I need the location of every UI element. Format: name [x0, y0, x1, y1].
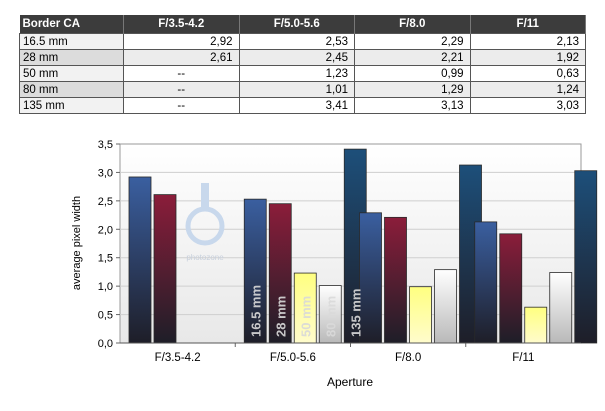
- table-cell: 1,92: [469, 49, 586, 66]
- table-header-row: Border CA F/3.5-4.2 F/5.0-5.6 F/8.0 F/11: [19, 15, 586, 34]
- table-cell: 2,61: [123, 49, 240, 66]
- table-cell: --: [123, 97, 240, 114]
- column-header: F/5.0-5.6: [239, 15, 355, 34]
- watermark-text: photozone: [186, 253, 224, 262]
- column-header: F/8.0: [354, 15, 471, 34]
- bar-80-mm: [549, 272, 573, 344]
- aperture-bar-chart: photozone 16.5 mm 28 mm 50 mm 80 mm 135 mm 0…: [71, 139, 598, 389]
- table-cell: 1,01: [238, 81, 355, 98]
- watermark: photozone: [185, 183, 225, 262]
- table-cell: 2,21: [354, 49, 471, 66]
- y-tick-label: 3,5: [98, 139, 113, 151]
- table-row: 16.5 mm 2,92 2,53 2,29 2,13: [19, 33, 586, 50]
- row-label: 80 mm: [19, 81, 124, 98]
- watermark-logo-icon: [201, 183, 209, 209]
- y-tick-label: 2,0: [98, 224, 113, 236]
- row-label: 50 mm: [19, 65, 124, 82]
- bar-28-mm: [384, 216, 407, 344]
- table-row: 80 mm -- 1,01 1,29 1,24: [19, 81, 586, 98]
- table-cell: 2,13: [469, 33, 586, 50]
- bar-28-mm: [499, 233, 523, 344]
- y-tick-label: 2,5: [98, 196, 113, 208]
- y-tick-label: 3,0: [98, 167, 113, 179]
- row-label: 135 mm: [19, 97, 124, 114]
- table-cell: 2,45: [238, 49, 355, 66]
- x-tick-label: F/8.0: [395, 352, 421, 364]
- series-label: 16.5 mm: [248, 285, 263, 337]
- column-header: F/11: [470, 15, 586, 34]
- series-label: 50 mm: [298, 296, 313, 337]
- series-label: 28 mm: [273, 296, 288, 337]
- x-tick-label: F/3.5-4.2: [155, 352, 201, 364]
- y-axis-ticks: 0,0 0,5 1,0 1,5 2,0 2,5 3,0 3,5: [98, 139, 120, 350]
- border-ca-table: Border CA F/3.5-4.2 F/5.0-5.6 F/8.0 F/11…: [19, 15, 586, 114]
- bar-80-mm: [434, 269, 457, 344]
- column-header: Border CA: [19, 15, 124, 34]
- table-cell: 1,23: [238, 65, 355, 82]
- y-tick-label: 1,5: [98, 253, 113, 265]
- y-tick-label: 0,0: [98, 338, 113, 350]
- y-axis-label: average pixel width: [71, 196, 83, 290]
- bar-50-mm: [409, 286, 432, 344]
- row-label: 28 mm: [19, 49, 124, 66]
- table-cell: 0,63: [469, 65, 586, 82]
- bar-135-mm: [574, 170, 598, 344]
- bar-50-mm: [524, 306, 548, 344]
- table-cell: 1,29: [354, 81, 471, 98]
- bar-labels: 16.5 mm 28 mm 50 mm 80 mm 135 mm: [248, 285, 363, 337]
- table-cell: 2,29: [354, 33, 471, 50]
- table-cell: --: [123, 65, 240, 82]
- table-cell: 3,41: [238, 97, 355, 114]
- table-row: 28 mm 2,61 2,45 2,21 1,92: [19, 49, 586, 66]
- bars: [128, 148, 598, 344]
- y-tick-label: 0,5: [98, 310, 113, 322]
- table-row: 50 mm -- 1,23 0,99 0,63: [19, 65, 586, 82]
- x-tick-label: F/5.0-5.6: [270, 352, 316, 364]
- table-cell: 0,99: [354, 65, 471, 82]
- table-cell: 3,13: [354, 97, 471, 114]
- table-cell: 1,24: [469, 81, 586, 98]
- bar-28-mm: [153, 194, 177, 344]
- bar-16-5-mm: [128, 176, 152, 344]
- y-tick-label: 1,0: [98, 281, 113, 293]
- series-label: 135 mm: [348, 289, 363, 337]
- row-label: 16.5 mm: [19, 33, 124, 50]
- column-header: F/3.5-4.2: [123, 15, 240, 34]
- x-tick-label: F/11: [512, 352, 534, 364]
- x-axis-label: Aperture: [327, 375, 373, 389]
- series-label: 80 mm: [323, 296, 338, 337]
- table-cell: 2,92: [123, 33, 240, 50]
- bar-16-5-mm: [474, 221, 498, 344]
- table-row: 135 mm -- 3,41 3,13 3,03: [19, 97, 586, 114]
- x-axis-ticks: F/3.5-4.2 F/5.0-5.6 F/8.0 F/11: [120, 342, 581, 364]
- table-cell: 3,03: [469, 97, 586, 114]
- table-cell: 2,53: [238, 33, 355, 50]
- table-cell: --: [123, 81, 240, 98]
